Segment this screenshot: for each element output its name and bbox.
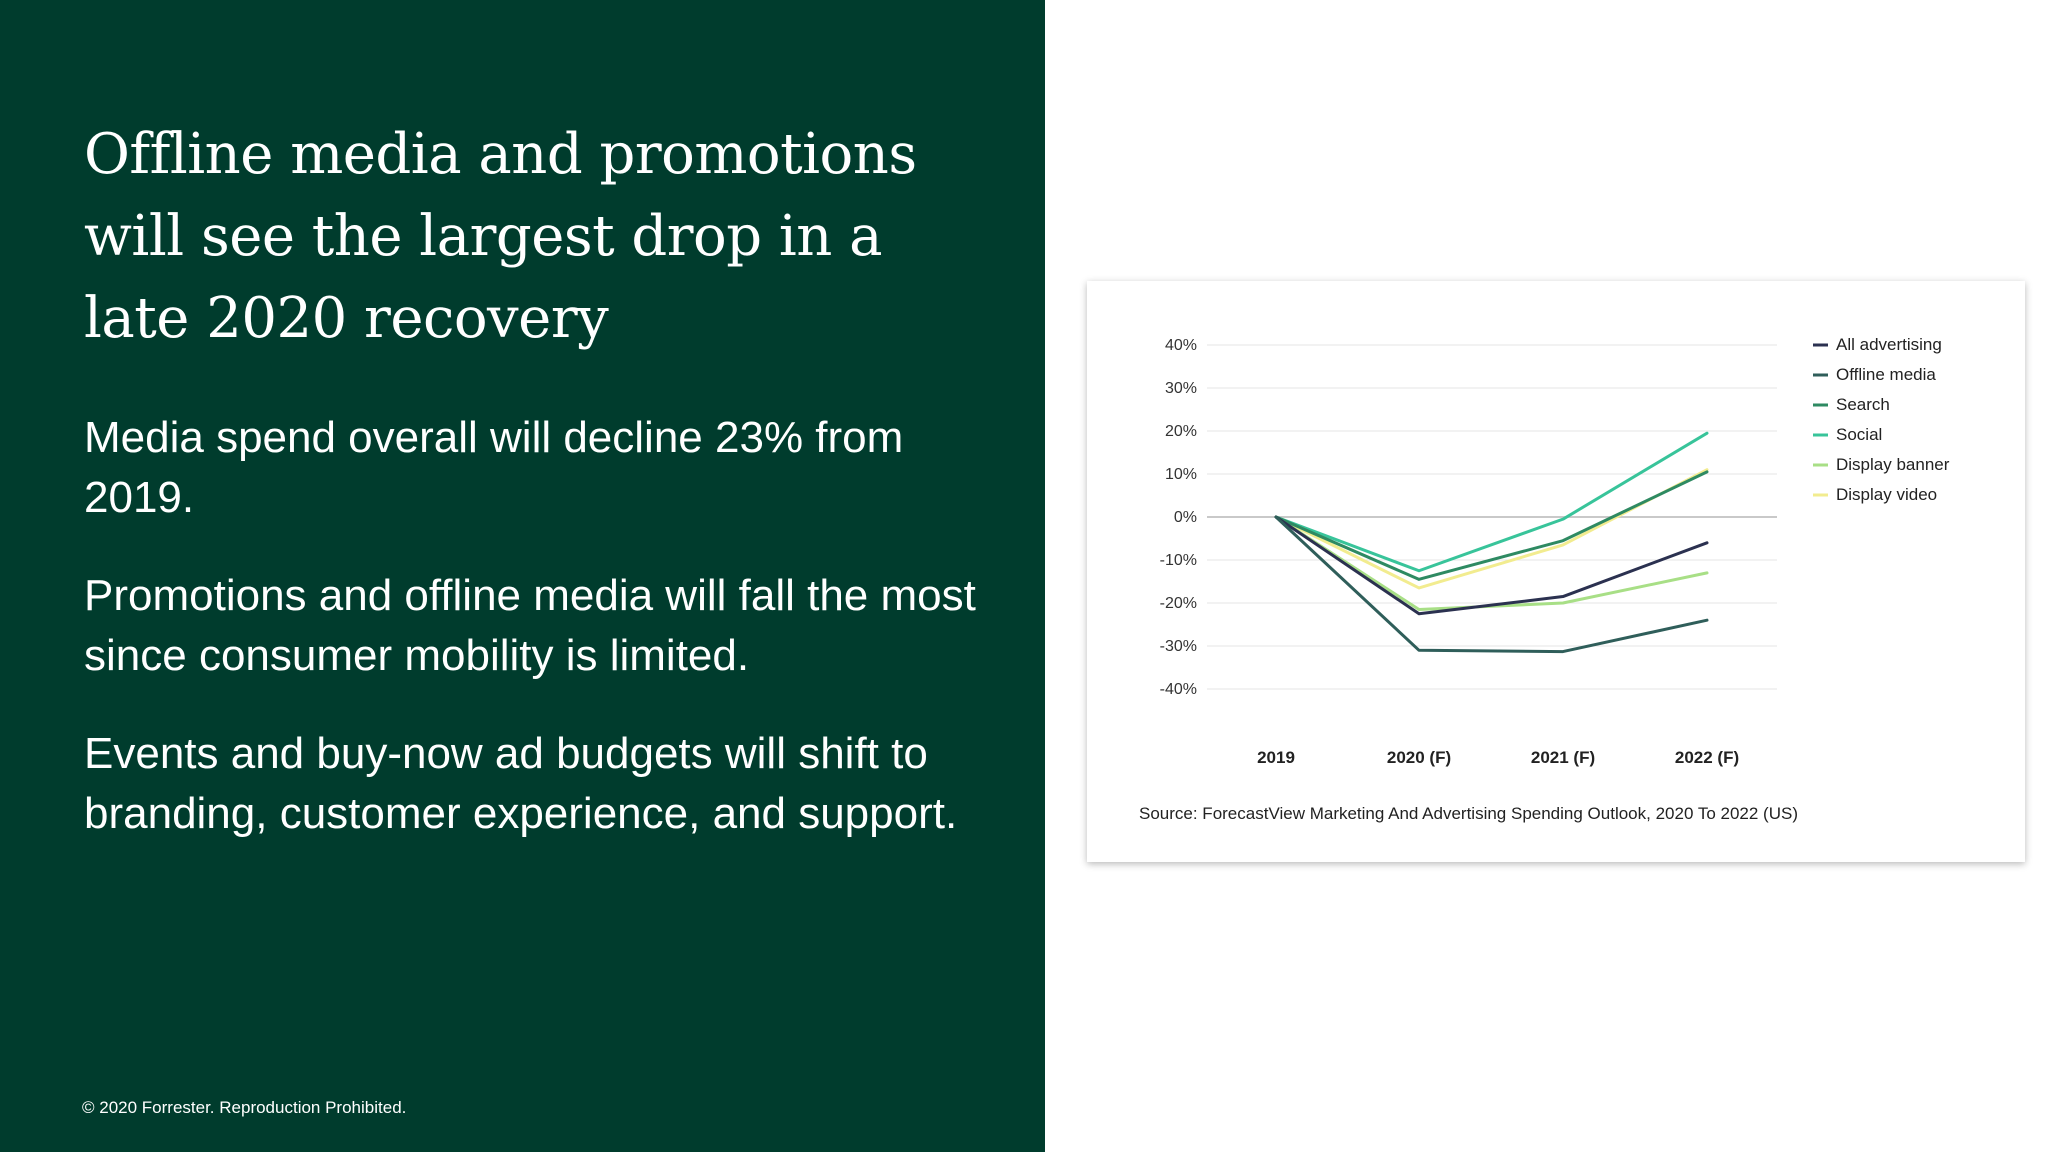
y-tick-label: -30%	[1160, 638, 1197, 655]
series-line-display-video	[1274, 468, 1709, 590]
legend: All advertising Offline media Search Social…	[1813, 335, 1950, 504]
copyright-notice: © 2020 Forrester. Reproduction Prohibite…	[82, 1098, 407, 1117]
legend-label: Offline media	[1836, 365, 1936, 384]
bullet-text: Media spend overall will decline 23% fro…	[84, 413, 904, 522]
x-tick-label: 2021 (F)	[1531, 748, 1595, 767]
y-tick-label: -10%	[1160, 552, 1197, 569]
series-line-search	[1274, 470, 1709, 581]
legend-label: All advertising	[1836, 335, 1942, 354]
y-tick-label: -20%	[1160, 595, 1197, 612]
line-chart: 40% 30% 20% 10% 0% -10% -20% -30% -40% 2019 2020 …	[1139, 335, 1950, 823]
y-tick-label: 30%	[1165, 380, 1197, 397]
x-tick-label: 2020 (F)	[1387, 748, 1451, 767]
x-axis-ticks: 2019 2020 (F) 2021 (F) 2022 (F)	[1257, 748, 1739, 767]
series-line-offline-media	[1274, 515, 1709, 654]
legend-label: Display video	[1836, 485, 1937, 504]
slide-title: Offline media and promotions will see th…	[84, 122, 917, 351]
series-line-social	[1274, 431, 1709, 573]
legend-label: Search	[1836, 395, 1890, 414]
series-line-display-banner	[1274, 515, 1709, 611]
legend-label: Social	[1836, 425, 1882, 444]
y-tick-label: 0%	[1174, 509, 1197, 526]
series-lines	[1274, 431, 1709, 654]
chart-card: 40% 30% 20% 10% 0% -10% -20% -30% -40% 2019 2020 …	[1087, 281, 2025, 862]
bullet-text: Promotions and offline media will fall t…	[84, 571, 976, 680]
series-line-all-advertising	[1274, 515, 1709, 616]
bullet-list: Media spend overall will decline 23% fro…	[84, 408, 984, 882]
legend-label: Display banner	[1836, 455, 1950, 474]
y-axis-ticks: 40% 30% 20% 10% 0% -10% -20% -30% -40%	[1160, 337, 1197, 698]
y-tick-label: 20%	[1165, 423, 1197, 440]
bullet-text: Events and buy-now ad budgets will shift…	[84, 729, 958, 838]
x-tick-label: 2022 (F)	[1675, 748, 1739, 767]
y-tick-label: 40%	[1165, 337, 1197, 354]
left-panel: Offline media and promotions will see th…	[0, 0, 1045, 1152]
y-tick-label: 10%	[1165, 466, 1197, 483]
y-tick-label: -40%	[1160, 681, 1197, 698]
x-tick-label: 2019	[1257, 748, 1295, 767]
grid-lines	[1207, 344, 1777, 690]
chart-source-note: Source: ForecastView Marketing And Adver…	[1139, 804, 1798, 823]
